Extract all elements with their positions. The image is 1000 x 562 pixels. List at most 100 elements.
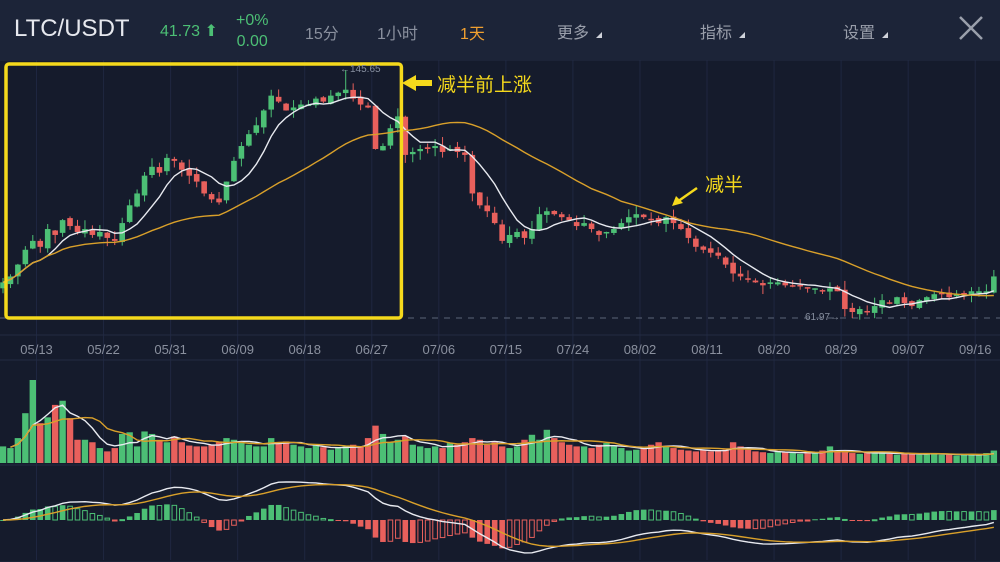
volume-bar <box>670 448 677 463</box>
x-tick-label: 05/13 <box>20 342 53 357</box>
volume-bar <box>916 454 923 463</box>
macd-histogram-bar <box>775 519 781 526</box>
volume-bar <box>901 453 908 463</box>
candle-body <box>111 239 118 241</box>
macd-histogram-bar <box>89 513 96 521</box>
volume-bar <box>268 438 275 463</box>
volume-bar <box>834 451 841 463</box>
tab-1d[interactable]: 1天 <box>460 26 485 43</box>
candle-body <box>246 134 252 146</box>
candle-body <box>707 248 714 253</box>
tab-15m[interactable]: 15分 <box>305 26 339 43</box>
candle-body <box>693 238 699 247</box>
volume-bar <box>461 442 469 463</box>
candle-body <box>417 148 423 152</box>
candle-body <box>618 223 625 228</box>
x-tick-label: 08/29 <box>824 342 858 357</box>
last-price: 41.73 ⬆ <box>160 21 218 41</box>
macd-histogram-bar <box>119 519 126 522</box>
max-price-label: ←145.65 <box>340 64 381 75</box>
macd-histogram-bar <box>566 517 572 520</box>
macd-histogram-bar <box>156 505 163 521</box>
macd-histogram-bar <box>223 519 230 530</box>
macd-histogram-bar <box>186 512 193 521</box>
volume-bar <box>513 446 521 463</box>
volume-bar <box>484 444 491 463</box>
x-tick-label: 05/31 <box>154 342 187 357</box>
macd-histogram-bar <box>290 509 297 521</box>
macd-histogram-bar <box>819 518 826 520</box>
volume-bar <box>364 438 372 463</box>
candle-body <box>335 92 342 97</box>
volume-bar <box>968 453 975 463</box>
volume-bar <box>469 438 476 463</box>
macd-histogram-bar <box>395 519 401 539</box>
candle-body <box>737 273 744 277</box>
candle-body <box>551 210 558 215</box>
volume-bar <box>759 452 767 463</box>
macd-histogram-bar <box>722 520 729 526</box>
candle-body <box>588 223 595 230</box>
candle-body <box>670 216 677 224</box>
macd-histogram-bar <box>491 520 498 546</box>
volume-bar <box>409 444 416 463</box>
candle-body <box>685 228 692 238</box>
candle-body <box>22 249 29 265</box>
volume-bar <box>767 453 774 463</box>
candle-body <box>879 300 885 308</box>
candle-body <box>700 246 707 250</box>
volume-bar <box>647 444 655 463</box>
candle-body <box>216 198 222 203</box>
candle-body <box>380 146 386 151</box>
volume-bar <box>655 442 662 463</box>
macd-histogram-bar <box>968 511 975 520</box>
volume-bar <box>573 446 580 463</box>
volume-bar <box>841 452 849 463</box>
more-menu[interactable]: 更多 <box>557 19 603 43</box>
candle-body <box>581 223 587 226</box>
macd-histogram-bar <box>67 505 73 521</box>
candle-body <box>745 278 751 280</box>
indicators-menu[interactable]: 指标 <box>700 19 746 43</box>
volume-bar <box>700 449 707 463</box>
volume-bar <box>923 453 930 463</box>
tab-1h[interactable]: 1小时 <box>377 26 418 43</box>
candle-body <box>886 302 893 304</box>
volume-bar <box>59 400 66 463</box>
x-tick-label: 08/11 <box>691 342 723 357</box>
macd-histogram-bar <box>931 511 938 520</box>
settings-menu[interactable]: 设置 <box>843 19 889 43</box>
x-tick-label: 06/27 <box>355 342 389 357</box>
macd-histogram-bar <box>59 505 66 520</box>
volume-bar <box>171 436 178 463</box>
close-icon[interactable] <box>957 14 985 42</box>
volume-bar <box>543 429 551 463</box>
macd-histogram-bar <box>462 519 468 534</box>
min-price-label: 61.97→ <box>805 312 841 323</box>
candle-body <box>529 229 535 239</box>
dropdown-icon <box>739 32 746 38</box>
volume-bar <box>14 438 22 463</box>
candle-body <box>477 192 483 206</box>
volume-bar <box>141 431 148 463</box>
macd-histogram-bar <box>275 504 282 520</box>
candle-body <box>514 231 520 238</box>
candle-body <box>663 217 669 224</box>
candle-body <box>275 96 282 102</box>
change-absolute: 0.00 <box>236 33 268 50</box>
candle-body <box>357 96 364 105</box>
macd-histogram-bar <box>246 515 252 520</box>
candle-body <box>953 294 960 297</box>
candle-body <box>871 306 878 313</box>
candle-body <box>0 282 6 289</box>
candle-body <box>253 125 260 133</box>
candle-body <box>365 105 371 108</box>
candlestick-chart[interactable] <box>0 60 1000 562</box>
candle-body <box>491 212 498 224</box>
macd-histogram-bar <box>953 511 960 520</box>
macd-histogram-bar <box>938 511 945 520</box>
macd-histogram-bar <box>313 515 319 521</box>
candle-body <box>864 310 870 313</box>
macd-histogram-bar <box>44 506 51 520</box>
macd-histogram-bar <box>663 510 669 520</box>
